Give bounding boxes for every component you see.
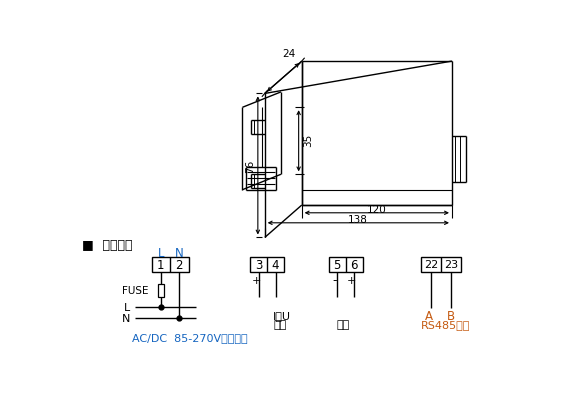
Text: A: A [425,309,433,322]
Text: 5: 5 [333,258,341,271]
Text: 2: 2 [176,258,183,271]
Text: AC/DC  85-270V辅助电源: AC/DC 85-270V辅助电源 [132,332,248,342]
Text: 24: 24 [282,49,295,59]
Text: B: B [447,309,455,322]
Text: 120: 120 [367,205,386,215]
Text: L: L [157,246,164,259]
Text: 3: 3 [255,258,262,271]
Text: 1: 1 [157,258,164,271]
Text: 76: 76 [245,159,255,172]
Text: 35: 35 [303,134,313,147]
Text: 23: 23 [444,260,458,270]
Bar [158,284,164,297]
Text: 4: 4 [272,258,279,271]
Bar [152,257,188,272]
Bar [250,257,284,272]
Bar [329,257,363,272]
Text: 22: 22 [424,260,438,270]
Text: ■  接线方式: ■ 接线方式 [82,239,133,251]
Text: N: N [175,246,184,259]
Text: -: - [333,273,337,287]
Text: 138: 138 [348,215,368,225]
Text: FUSE: FUSE [122,285,149,295]
Bar [421,257,461,272]
Text: +: + [347,275,356,285]
Text: 输入: 输入 [273,320,287,330]
Text: RS485通讯: RS485通讯 [421,320,470,330]
Text: 输出: 输出 [336,320,350,330]
Text: L: L [124,302,130,312]
Text: 6: 6 [350,258,358,271]
Text: +: + [252,275,261,285]
Text: I、U: I、U [273,310,291,320]
Text: N: N [122,314,130,324]
